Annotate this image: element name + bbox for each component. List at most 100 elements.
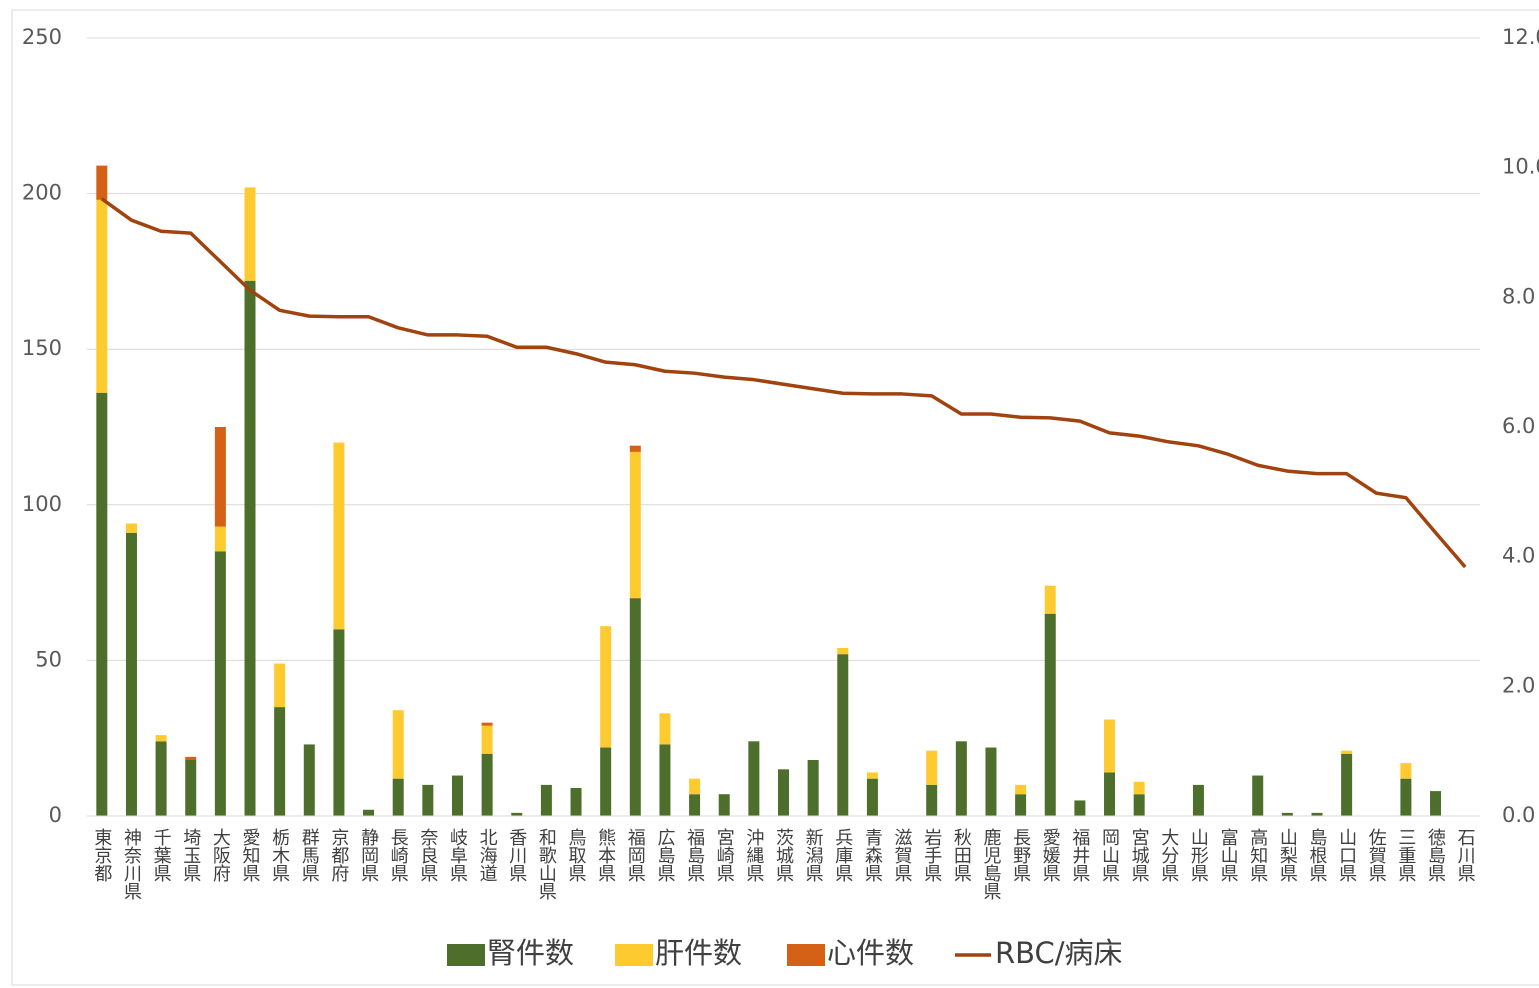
x-tick-label: 島根県 xyxy=(1306,828,1327,882)
bar-segment xyxy=(1341,750,1353,754)
bar-segment xyxy=(511,812,523,816)
bar-segment xyxy=(214,526,226,552)
bar-segment xyxy=(392,710,404,779)
bar-segment xyxy=(244,187,256,281)
bar-segment xyxy=(926,750,938,785)
bar-segment xyxy=(481,722,493,726)
x-tick-label: 沖縄県 xyxy=(743,828,764,882)
bar-segment xyxy=(1281,812,1293,816)
legend-label: 腎件数 xyxy=(487,936,574,970)
bar-segment xyxy=(422,784,434,816)
y-tick-label: 100 xyxy=(22,492,62,516)
bar-segment xyxy=(333,442,345,630)
chart-border xyxy=(11,9,1539,986)
x-tick-label: 東京都 xyxy=(91,828,112,882)
bar-segment xyxy=(600,747,612,816)
x-tick-label: 広島県 xyxy=(654,828,675,882)
bar-segment xyxy=(1074,800,1086,816)
bar-segment xyxy=(96,165,108,200)
bar-segment xyxy=(1104,772,1116,816)
bar-segment xyxy=(125,532,137,816)
bar-segment xyxy=(244,280,256,817)
bar-segment xyxy=(985,747,997,816)
y2-tick-label: 2.0 xyxy=(1502,673,1535,697)
x-tick-label: 宮城県 xyxy=(1129,828,1150,882)
bar-segment xyxy=(333,629,345,816)
bar-segment xyxy=(807,759,819,816)
x-tick-label: 福島県 xyxy=(684,828,705,882)
bar-segment xyxy=(718,794,730,816)
bar-segment xyxy=(1430,791,1442,816)
bar-segment xyxy=(926,784,938,816)
x-tick-label: 岡山県 xyxy=(1099,828,1120,882)
bar-segment xyxy=(451,775,463,816)
bar-segment xyxy=(96,199,108,393)
bar-segment xyxy=(303,744,315,816)
y2-tick-label: 6.0 xyxy=(1502,414,1535,438)
x-tick-label: 群馬県 xyxy=(299,828,320,882)
bar-segment xyxy=(481,753,493,816)
bar-segment xyxy=(629,598,641,816)
bar-segment xyxy=(1400,763,1412,779)
bar-segment xyxy=(866,772,878,779)
bar-segment xyxy=(155,741,167,816)
bar-segment xyxy=(274,707,286,816)
bar-segment xyxy=(214,551,226,816)
bar-segment xyxy=(274,663,286,708)
y-tick-label: 50 xyxy=(35,647,62,671)
x-tick-label: 長崎県 xyxy=(388,828,409,882)
x-tick-label: 熊本県 xyxy=(595,828,616,882)
x-tick-label: 兵庫県 xyxy=(832,828,853,882)
x-tick-label: 茨城県 xyxy=(773,828,794,882)
bar-segment xyxy=(629,451,641,599)
x-tick-label: 鳥取県 xyxy=(566,828,587,882)
x-tick-label: 大分県 xyxy=(1158,828,1179,882)
x-tick-label: 栃木県 xyxy=(269,828,290,882)
bar-segment xyxy=(1104,719,1116,773)
x-tick-label: 京都府 xyxy=(328,828,349,883)
x-tick-label: 高知県 xyxy=(1247,828,1268,882)
bar-segment xyxy=(125,523,137,533)
x-tick-label: 奈良県 xyxy=(417,828,438,882)
bar-segment xyxy=(689,794,701,816)
legend-label: RBC/病床 xyxy=(995,936,1123,970)
bar-segment xyxy=(185,756,197,760)
x-tick-label: 鹿児島県 xyxy=(980,828,1001,900)
bar-segment xyxy=(629,445,641,452)
x-tick-label: 三重県 xyxy=(1395,828,1416,882)
bar-segment xyxy=(96,392,108,816)
x-tick-label: 徳島県 xyxy=(1425,828,1446,882)
x-tick-label: 佐賀県 xyxy=(1366,828,1387,882)
x-tick-label: 福岡県 xyxy=(625,828,646,882)
x-tick-label: 秋田県 xyxy=(951,828,972,882)
bar-segment xyxy=(481,725,493,754)
bar-segment xyxy=(155,735,167,742)
bar-segment xyxy=(837,654,849,816)
y2-tick-label: 10.0 xyxy=(1502,155,1539,179)
y2-tick-label: 0.0 xyxy=(1502,803,1535,827)
x-tick-label: 岐阜県 xyxy=(447,828,468,882)
x-tick-label: 神奈川県 xyxy=(121,828,142,900)
bar-segment xyxy=(1311,812,1323,816)
bar-segment xyxy=(1400,778,1412,816)
x-tick-label: 静岡県 xyxy=(358,828,379,882)
bar-segment xyxy=(1044,585,1056,614)
legend-swatch xyxy=(787,944,825,966)
bar-segment xyxy=(1044,613,1056,816)
x-tick-label: 岩手県 xyxy=(921,828,942,882)
bar-segment xyxy=(1133,781,1145,795)
y-tick-label: 200 xyxy=(22,181,62,205)
x-tick-label: 愛媛県 xyxy=(1040,828,1061,882)
x-tick-label: 香川県 xyxy=(506,828,527,882)
legend-swatch xyxy=(447,944,485,966)
bar-segment xyxy=(955,741,967,816)
bar-segment xyxy=(689,778,701,795)
bar-segment xyxy=(778,769,789,816)
x-tick-label: 山口県 xyxy=(1336,828,1357,882)
bar-segment xyxy=(570,787,582,816)
legend-label: 心件数 xyxy=(827,936,914,970)
bar-segment xyxy=(866,778,878,816)
bar-segment xyxy=(1133,794,1145,816)
y2-tick-label: 4.0 xyxy=(1502,544,1535,568)
